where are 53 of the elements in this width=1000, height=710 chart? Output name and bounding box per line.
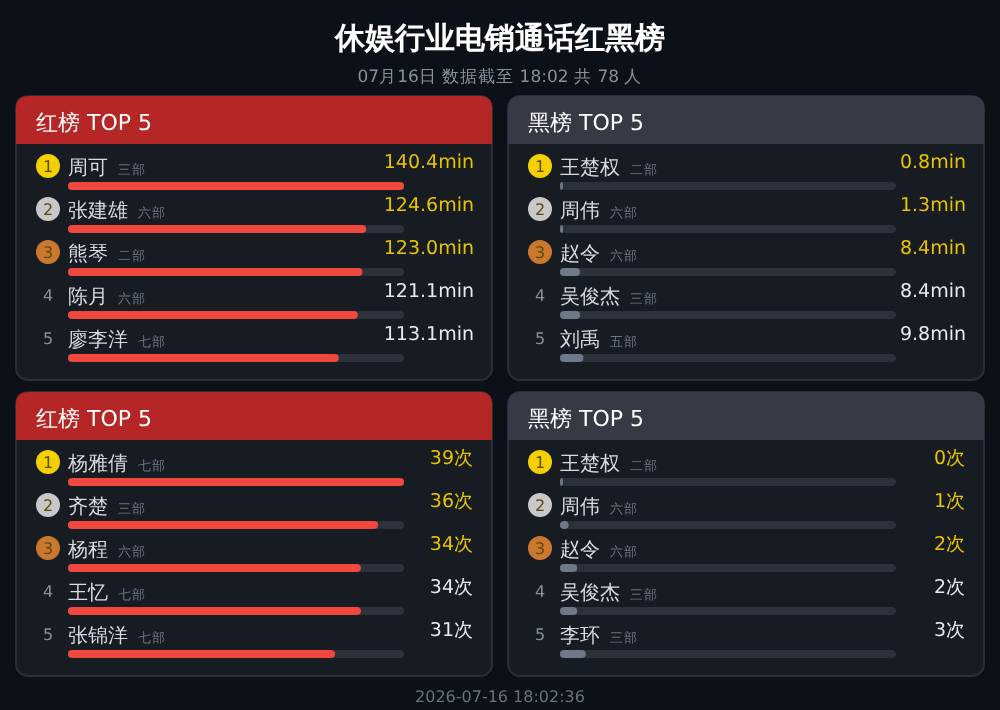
text: 4	[534, 583, 546, 601]
data-label: 36次	[429, 491, 474, 513]
text: 2	[42, 497, 54, 515]
bar	[560, 650, 586, 658]
text: 1	[42, 158, 54, 176]
text: 休娱行业电销通话红黑榜	[333, 20, 665, 56]
data-label: 1.3min	[899, 195, 966, 217]
text: 5	[42, 330, 54, 348]
data-label: 140.4min	[383, 152, 474, 174]
text: 5	[534, 626, 546, 644]
text: 1	[534, 158, 546, 176]
bar	[560, 354, 584, 362]
data-label: 3次	[933, 620, 966, 642]
text: 1	[42, 454, 54, 472]
data-label: 39次	[429, 448, 474, 470]
data-label: 31次	[429, 620, 474, 642]
data-label: 34次	[429, 577, 474, 599]
chart-title: 黑榜 TOP 5	[528, 110, 645, 136]
data-label: 123.0min	[383, 238, 474, 260]
data-label: 124.6min	[383, 195, 474, 217]
text: 5	[534, 330, 546, 348]
bar	[560, 268, 581, 276]
data-label: 1次	[933, 491, 966, 513]
text: 4	[42, 583, 54, 601]
chart-title: 红榜 TOP 5	[36, 110, 153, 136]
text: 07月16日 数据截至 18:02 共 78 人	[357, 66, 643, 88]
data-label: 9.8min	[899, 324, 966, 346]
data-label: 2次	[933, 577, 966, 599]
data-label: 2次	[933, 534, 966, 556]
text: 2	[42, 201, 54, 219]
bar	[560, 311, 581, 319]
data-label: 34次	[429, 534, 474, 556]
text: 5	[42, 626, 54, 644]
text: 4	[42, 287, 54, 305]
data-label: 0次	[933, 448, 966, 470]
text: 3	[534, 244, 546, 262]
chart-title: 黑榜 TOP 5	[528, 406, 645, 432]
text: 2	[534, 201, 546, 219]
data-label: 121.1min	[383, 281, 474, 303]
chart-title: 红榜 TOP 5	[36, 406, 153, 432]
bar	[560, 607, 578, 615]
text: 3	[42, 540, 54, 558]
text: 4	[534, 287, 546, 305]
data-label: 8.4min	[899, 238, 966, 260]
text: 2	[534, 497, 546, 515]
text: 1	[534, 454, 546, 472]
bar	[560, 564, 578, 572]
data-label: 113.1min	[383, 324, 474, 346]
text: 3	[42, 244, 54, 262]
data-label: 0.8min	[899, 152, 966, 174]
text: 3	[534, 540, 546, 558]
text: 2026-07-16 18:02:36	[415, 688, 585, 706]
data-label: 8.4min	[899, 281, 966, 303]
